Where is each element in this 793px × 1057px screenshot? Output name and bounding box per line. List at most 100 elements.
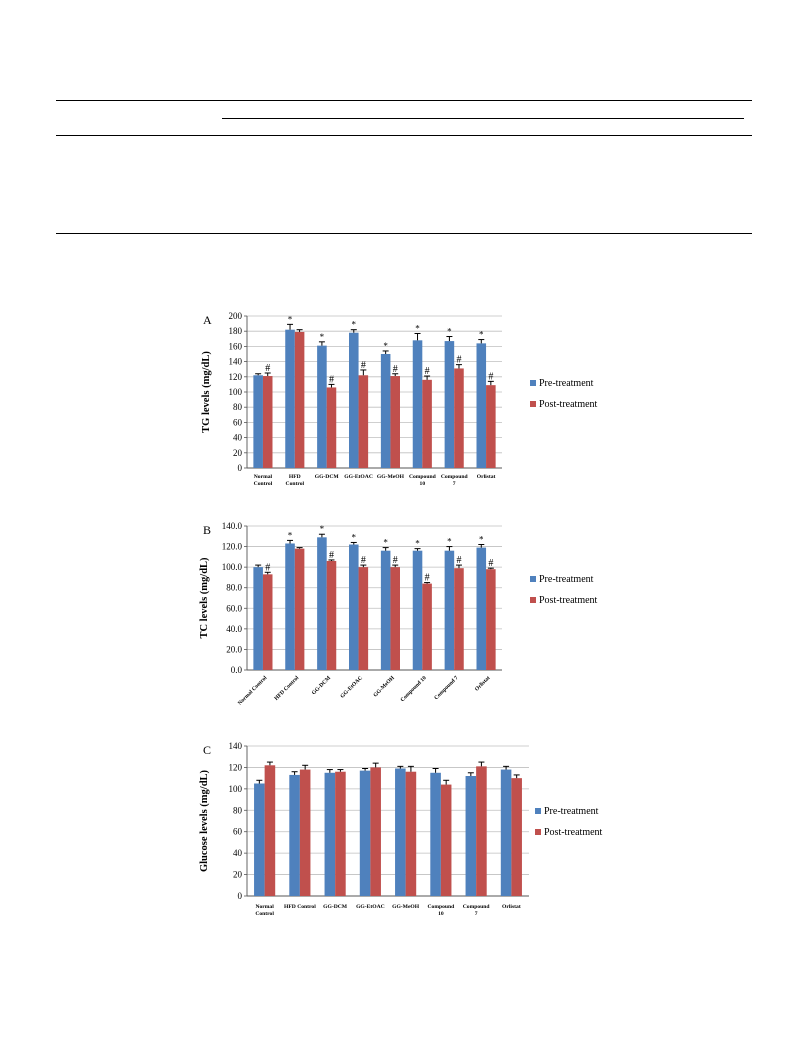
bar-post bbox=[486, 385, 496, 468]
x-category-label: 7 bbox=[475, 911, 478, 917]
bar-post bbox=[476, 766, 487, 896]
bar-pre bbox=[285, 543, 295, 670]
y-tick-label: 140 bbox=[229, 357, 243, 367]
asterisk-mark: * bbox=[479, 535, 484, 545]
table-subheader-rule bbox=[222, 118, 744, 119]
bar-post bbox=[390, 567, 400, 670]
x-category-label: Compound 7 bbox=[433, 675, 459, 701]
bar-post bbox=[358, 567, 369, 670]
x-category-label: GG-DCM bbox=[311, 675, 333, 697]
asterisk-mark: * bbox=[288, 314, 293, 324]
hash-mark: # bbox=[456, 355, 461, 366]
x-category-label: GG-EtOAC bbox=[356, 904, 385, 910]
bar-pre bbox=[349, 332, 359, 468]
x-category-label: 10 bbox=[420, 481, 426, 487]
hash-mark: # bbox=[456, 555, 461, 566]
x-category-label: Orlistat bbox=[474, 675, 492, 693]
legend-swatch-pre bbox=[535, 808, 541, 814]
bar-post bbox=[326, 387, 337, 468]
bar-post bbox=[294, 331, 305, 468]
hash-mark: # bbox=[425, 366, 430, 377]
bar-pre bbox=[430, 772, 441, 896]
y-tick-label: 140.0 bbox=[222, 521, 243, 531]
chart-panel-c: C 0 20 40 60 80 100 120 140 Glucose levels (mg/dL… bbox=[195, 738, 635, 933]
bar-post bbox=[262, 376, 273, 468]
y-tick-label: 20 bbox=[233, 448, 243, 458]
bar-post bbox=[264, 765, 276, 896]
x-category-label: Normal Control bbox=[237, 675, 269, 707]
bar-post bbox=[358, 375, 369, 468]
table-bottom-rule bbox=[56, 233, 752, 234]
table-top-rule bbox=[56, 100, 752, 101]
y-tick-label: 100 bbox=[229, 784, 243, 794]
bar-post bbox=[440, 784, 452, 896]
table-header-rule bbox=[56, 135, 752, 136]
x-category-label: Compound bbox=[428, 904, 456, 910]
legend-label-post: Post-treatment bbox=[544, 827, 603, 838]
hash-mark: # bbox=[361, 360, 366, 371]
asterisk-mark: * bbox=[352, 320, 357, 330]
legend-swatch-pre bbox=[530, 380, 536, 386]
bar-pre bbox=[324, 772, 336, 896]
bar-pre bbox=[476, 547, 487, 670]
y-tick-label: 0 bbox=[238, 463, 243, 473]
y-tick-label: 180 bbox=[229, 326, 243, 336]
legend-label-pre: Pre-treatment bbox=[539, 378, 594, 389]
y-tick-label: 60 bbox=[233, 827, 243, 837]
x-category-label: Compound bbox=[441, 474, 469, 480]
bar-pre bbox=[254, 783, 265, 896]
bar-post bbox=[405, 771, 417, 896]
asterisk-mark: * bbox=[320, 332, 325, 342]
legend-swatch-post bbox=[535, 829, 541, 835]
hash-mark: # bbox=[329, 550, 334, 561]
hash-mark: # bbox=[425, 573, 430, 584]
y-tick-label: 120 bbox=[229, 762, 243, 772]
x-category-label: Compound bbox=[409, 474, 437, 480]
x-category-label: GG-MeOH bbox=[377, 474, 405, 480]
x-category-label: GG-DCM bbox=[315, 474, 340, 480]
x-category-label: GG-MeOH bbox=[392, 904, 420, 910]
bar-pre bbox=[359, 770, 371, 896]
hash-mark: # bbox=[488, 558, 493, 569]
y-tick-label: 80.0 bbox=[226, 583, 242, 593]
bar-pre bbox=[476, 343, 487, 468]
chart-b-group: B 0.0 20.0 40.0 60.0 80.0 100.0 120.0 140.0 TC le… bbox=[199, 521, 598, 706]
x-category-label: Compound 10 bbox=[400, 675, 428, 703]
legend-swatch-pre bbox=[530, 576, 536, 582]
x-category-label: GG-EtOAC bbox=[340, 675, 364, 699]
x-category-label: 10 bbox=[438, 911, 444, 917]
panel-label: C bbox=[203, 743, 211, 757]
x-category-label: 7 bbox=[453, 481, 456, 487]
legend-label-pre: Pre-treatment bbox=[539, 574, 594, 585]
y-axis-label: TG levels (mg/dL) bbox=[201, 351, 212, 433]
bar-post bbox=[511, 778, 522, 896]
y-tick-label: 20.0 bbox=[226, 644, 242, 654]
bar-pre bbox=[444, 341, 455, 468]
y-tick-label: 160 bbox=[229, 341, 243, 351]
tc-chart: B 0.0 20.0 40.0 60.0 80.0 100.0 120.0 140.0 TC le… bbox=[199, 521, 598, 706]
chart-panel-a: A 0 20 40 60 80 100 120 140 160 180 200 TG levels (m… bbox=[195, 306, 635, 506]
hash-mark: # bbox=[393, 364, 398, 375]
x-category-label: GG-DCM bbox=[323, 904, 348, 910]
y-tick-label: 40.0 bbox=[226, 624, 242, 634]
x-category-label: Orlistat bbox=[477, 474, 496, 480]
x-category-label: Control bbox=[255, 911, 274, 917]
bar-pre bbox=[349, 544, 359, 670]
y-tick-label: 40 bbox=[233, 848, 243, 858]
bar-post bbox=[335, 771, 346, 896]
bar-post bbox=[370, 767, 381, 896]
asterisk-mark: * bbox=[383, 538, 388, 548]
x-category-label: HFD bbox=[289, 474, 301, 480]
asterisk-mark: * bbox=[447, 537, 452, 547]
asterisk-mark: * bbox=[320, 524, 325, 534]
legend-swatch-post bbox=[530, 401, 536, 407]
y-tick-label: 80 bbox=[233, 402, 243, 412]
x-category-label: Normal bbox=[255, 904, 274, 910]
asterisk-mark: * bbox=[415, 323, 420, 333]
bar-post bbox=[294, 548, 305, 670]
x-category-label: GG-MeOH bbox=[372, 675, 396, 699]
y-tick-label: 100.0 bbox=[222, 562, 243, 572]
y-axis-label: TC levels (mg/dL) bbox=[199, 557, 210, 639]
y-tick-label: 80 bbox=[233, 805, 243, 815]
bar-pre bbox=[380, 550, 391, 670]
